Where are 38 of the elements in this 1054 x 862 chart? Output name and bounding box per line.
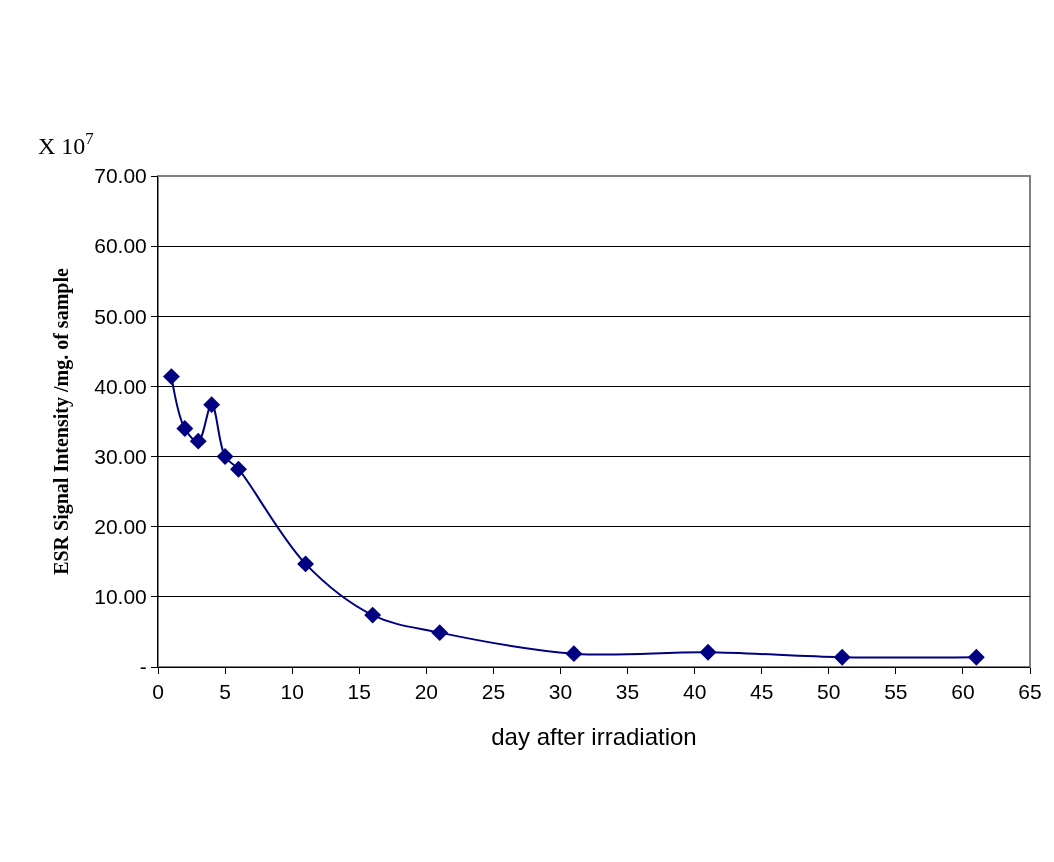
point <box>297 555 315 573</box>
point <box>189 432 207 450</box>
point <box>216 448 234 466</box>
text: X 10$^{7}$ <box>38 129 94 160</box>
y-tick-label: 60.00 <box>94 234 147 258</box>
point <box>967 648 985 666</box>
point <box>431 624 449 642</box>
x-tick-label: 55 <box>884 680 908 704</box>
point <box>176 420 194 437</box>
x-tick-label: 50 <box>817 680 841 704</box>
y-tick-label: 40.00 <box>94 374 147 398</box>
point <box>699 643 717 661</box>
x-tick-label: 25 <box>481 680 506 704</box>
point <box>162 368 180 386</box>
x-tick-label: 10 <box>280 680 304 704</box>
point <box>203 396 221 414</box>
x-tick-label: 45 <box>750 680 774 704</box>
point <box>230 460 247 478</box>
y-tick-label: 10.00 <box>94 585 147 609</box>
point <box>833 648 851 666</box>
x-tick-label: 65 <box>1018 680 1042 704</box>
point <box>565 645 583 663</box>
y-axis-title: ESR Signal Intensity /mg. of sample <box>49 268 73 575</box>
x-tick-label: 20 <box>414 680 438 704</box>
x-tick-label: 35 <box>615 680 640 704</box>
y-tick-label: 30.00 <box>94 444 147 468</box>
y-tick-label: - <box>139 655 147 679</box>
x-tick-label: 40 <box>682 680 707 704</box>
y-tick-label: 20.00 <box>94 515 147 539</box>
y-tick-label: 50.00 <box>94 304 147 328</box>
x-tick-label: 5 <box>219 680 231 704</box>
x-tick-label: 30 <box>548 680 573 704</box>
point <box>364 606 382 624</box>
y-tick-label: 70.00 <box>94 164 147 188</box>
x-tick-label: 0 <box>152 680 164 704</box>
x-tick-label: 15 <box>347 680 371 704</box>
x-axis-title: day after irradiation <box>491 722 697 750</box>
x-tick-label: 60 <box>951 680 975 704</box>
